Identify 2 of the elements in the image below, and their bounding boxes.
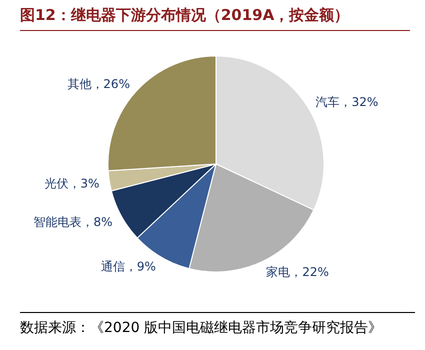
title: 图12：继电器下游分布情况（2019A，按金额）: [20, 6, 410, 31]
annotation: 数据来源：《2020 版中国电磁继电器市场竞争研究报告》: [20, 312, 415, 337]
